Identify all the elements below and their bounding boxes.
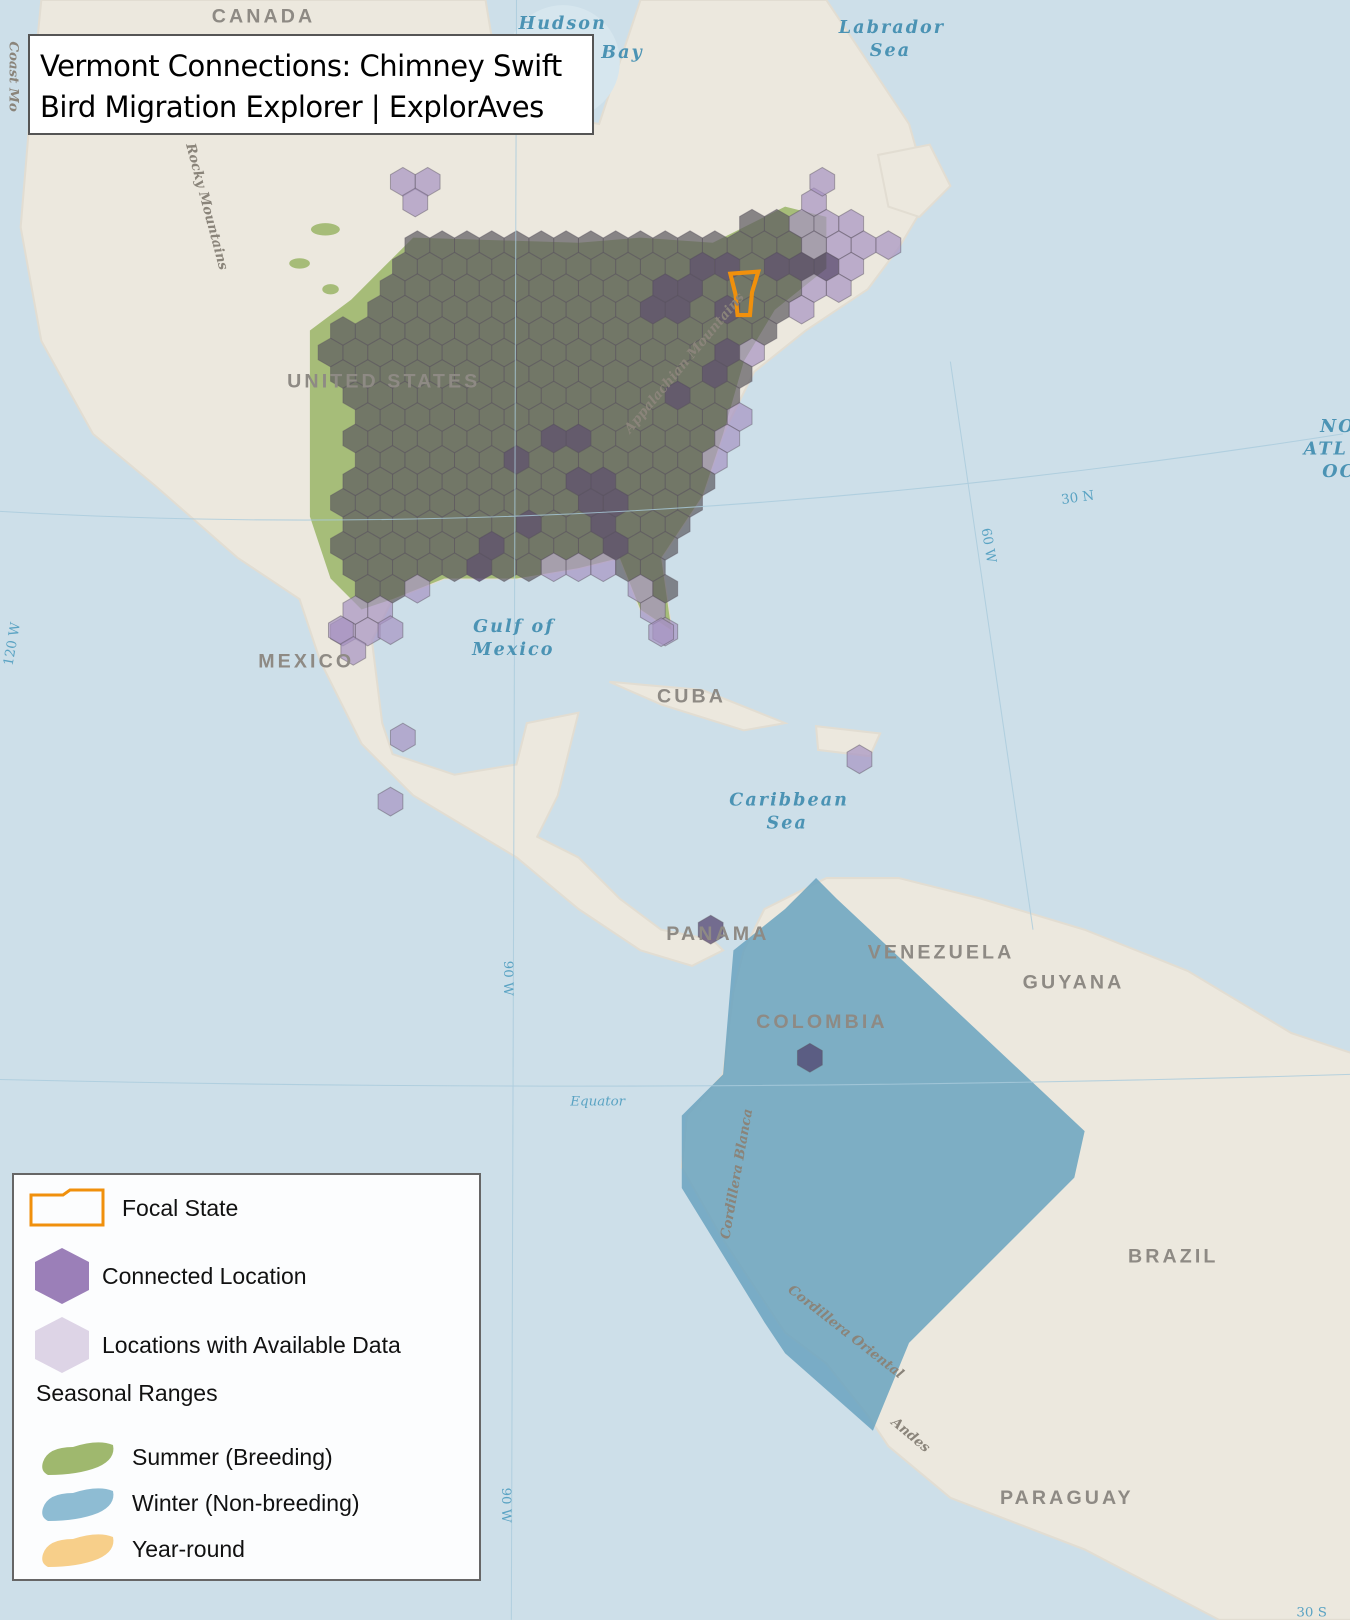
available-data-hex[interactable]	[875, 230, 902, 261]
available-hexagon-icon	[35, 1317, 89, 1373]
legend-item-available: Locations with Available Data	[34, 1316, 401, 1374]
legend-seasonal-header: Seasonal Ranges	[36, 1380, 218, 1406]
legend-label-connected: Connected Location	[102, 1262, 307, 1289]
label-30n: 30 N	[1060, 489, 1095, 508]
label-labrador-sea: Labrador	[838, 18, 945, 38]
label-brazil: BRAZIL	[1128, 1245, 1218, 1267]
year-round-swatch-icon	[42, 1534, 114, 1567]
legend-label-summer: Summer (Breeding)	[132, 1443, 333, 1470]
legend-item-focal-state: Focal State	[28, 1187, 238, 1229]
available-data-hex[interactable]	[648, 617, 675, 648]
legend: Focal State Connected Location Locations…	[12, 1173, 481, 1581]
legend-label-focal-state: Focal State	[122, 1194, 239, 1221]
available-data-hex[interactable]	[846, 744, 873, 775]
label-paraguay: PARAGUAY	[1000, 1487, 1134, 1509]
legend-label-available: Locations with Available Data	[102, 1331, 401, 1358]
label-90w: 90 W	[500, 961, 515, 996]
vermont-focal-state-outline[interactable]	[727, 269, 762, 318]
title-line-1: Vermont Connections: Chimney Swift	[40, 49, 562, 83]
label-guyana: GUYANA	[1023, 972, 1125, 994]
label-colombia: COLOMBIA	[756, 1011, 888, 1033]
label-gulf-of-mexico-2: Mexico	[471, 640, 555, 660]
label-panama: PANAMA	[666, 923, 769, 945]
label-equator: Equator	[569, 1094, 626, 1109]
label-north-atlantic-2: ATL	[1302, 440, 1348, 460]
label-gulf-of-mexico: Gulf of	[473, 617, 556, 637]
label-canada: CANADA	[212, 6, 316, 28]
legend-label-winter: Winter (Non-breeding)	[132, 1489, 360, 1516]
label-60w: 60 W	[977, 527, 998, 564]
label-coast-mountains: Coast Mo	[5, 41, 21, 112]
label-120w: 120 W	[2, 621, 24, 667]
focal-state-swatch-icon	[29, 1188, 105, 1227]
available-data-hex[interactable]	[809, 166, 836, 197]
legend-item-winter: Winter (Non-breeding)	[38, 1483, 360, 1523]
available-data-hex[interactable]	[389, 722, 416, 753]
available-data-hex[interactable]	[404, 573, 431, 604]
connected-hexagon-icon	[35, 1248, 89, 1304]
map-title: Vermont Connections: Chimney Swift Bird …	[28, 34, 594, 135]
label-labrador-sea-2: Sea	[870, 41, 911, 61]
legend-item-summer: Summer (Breeding)	[38, 1437, 333, 1477]
available-data-hex[interactable]	[340, 635, 367, 666]
label-mexico: MEXICO	[258, 650, 354, 672]
label-caribbean-sea-2: Sea	[766, 813, 807, 833]
title-line-2: Bird Migration Explorer | ExplorAves	[40, 90, 544, 124]
legend-item-connected: Connected Location	[34, 1247, 307, 1305]
cuba	[609, 680, 789, 732]
winter-range	[681, 878, 1085, 1431]
label-north-atlantic: NO	[1319, 417, 1350, 437]
summer-range-swatch-icon	[42, 1442, 114, 1475]
newfoundland	[876, 143, 952, 219]
connected-location-hex[interactable]	[697, 914, 724, 945]
available-data-hex[interactable]	[825, 273, 852, 304]
label-caribbean-sea: Caribbean	[729, 791, 849, 811]
label-90w-south: 90 W	[498, 1488, 513, 1523]
available-data-hex[interactable]	[788, 294, 815, 325]
label-north-atlantic-3: OC	[1322, 462, 1350, 482]
winter-range-swatch-icon	[42, 1488, 114, 1521]
available-data-hex[interactable]	[402, 187, 429, 218]
label-venezuela: VENEZUELA	[868, 942, 1015, 964]
legend-label-year-round: Year-round	[132, 1535, 245, 1562]
label-cuba: CUBA	[657, 685, 726, 707]
connected-location-hex[interactable]	[796, 1042, 823, 1073]
legend-item-year-round: Year-round	[38, 1529, 245, 1569]
available-data-hex[interactable]	[377, 786, 404, 817]
label-hudson-bay-2: Bay	[600, 43, 644, 63]
available-data-hex[interactable]	[377, 615, 404, 646]
label-united-states: UNITED STATES	[287, 370, 480, 392]
hex-grid	[317, 166, 902, 1073]
label-hudson-bay: Hudson	[518, 14, 607, 34]
label-30s: 30 S	[1296, 1606, 1327, 1620]
